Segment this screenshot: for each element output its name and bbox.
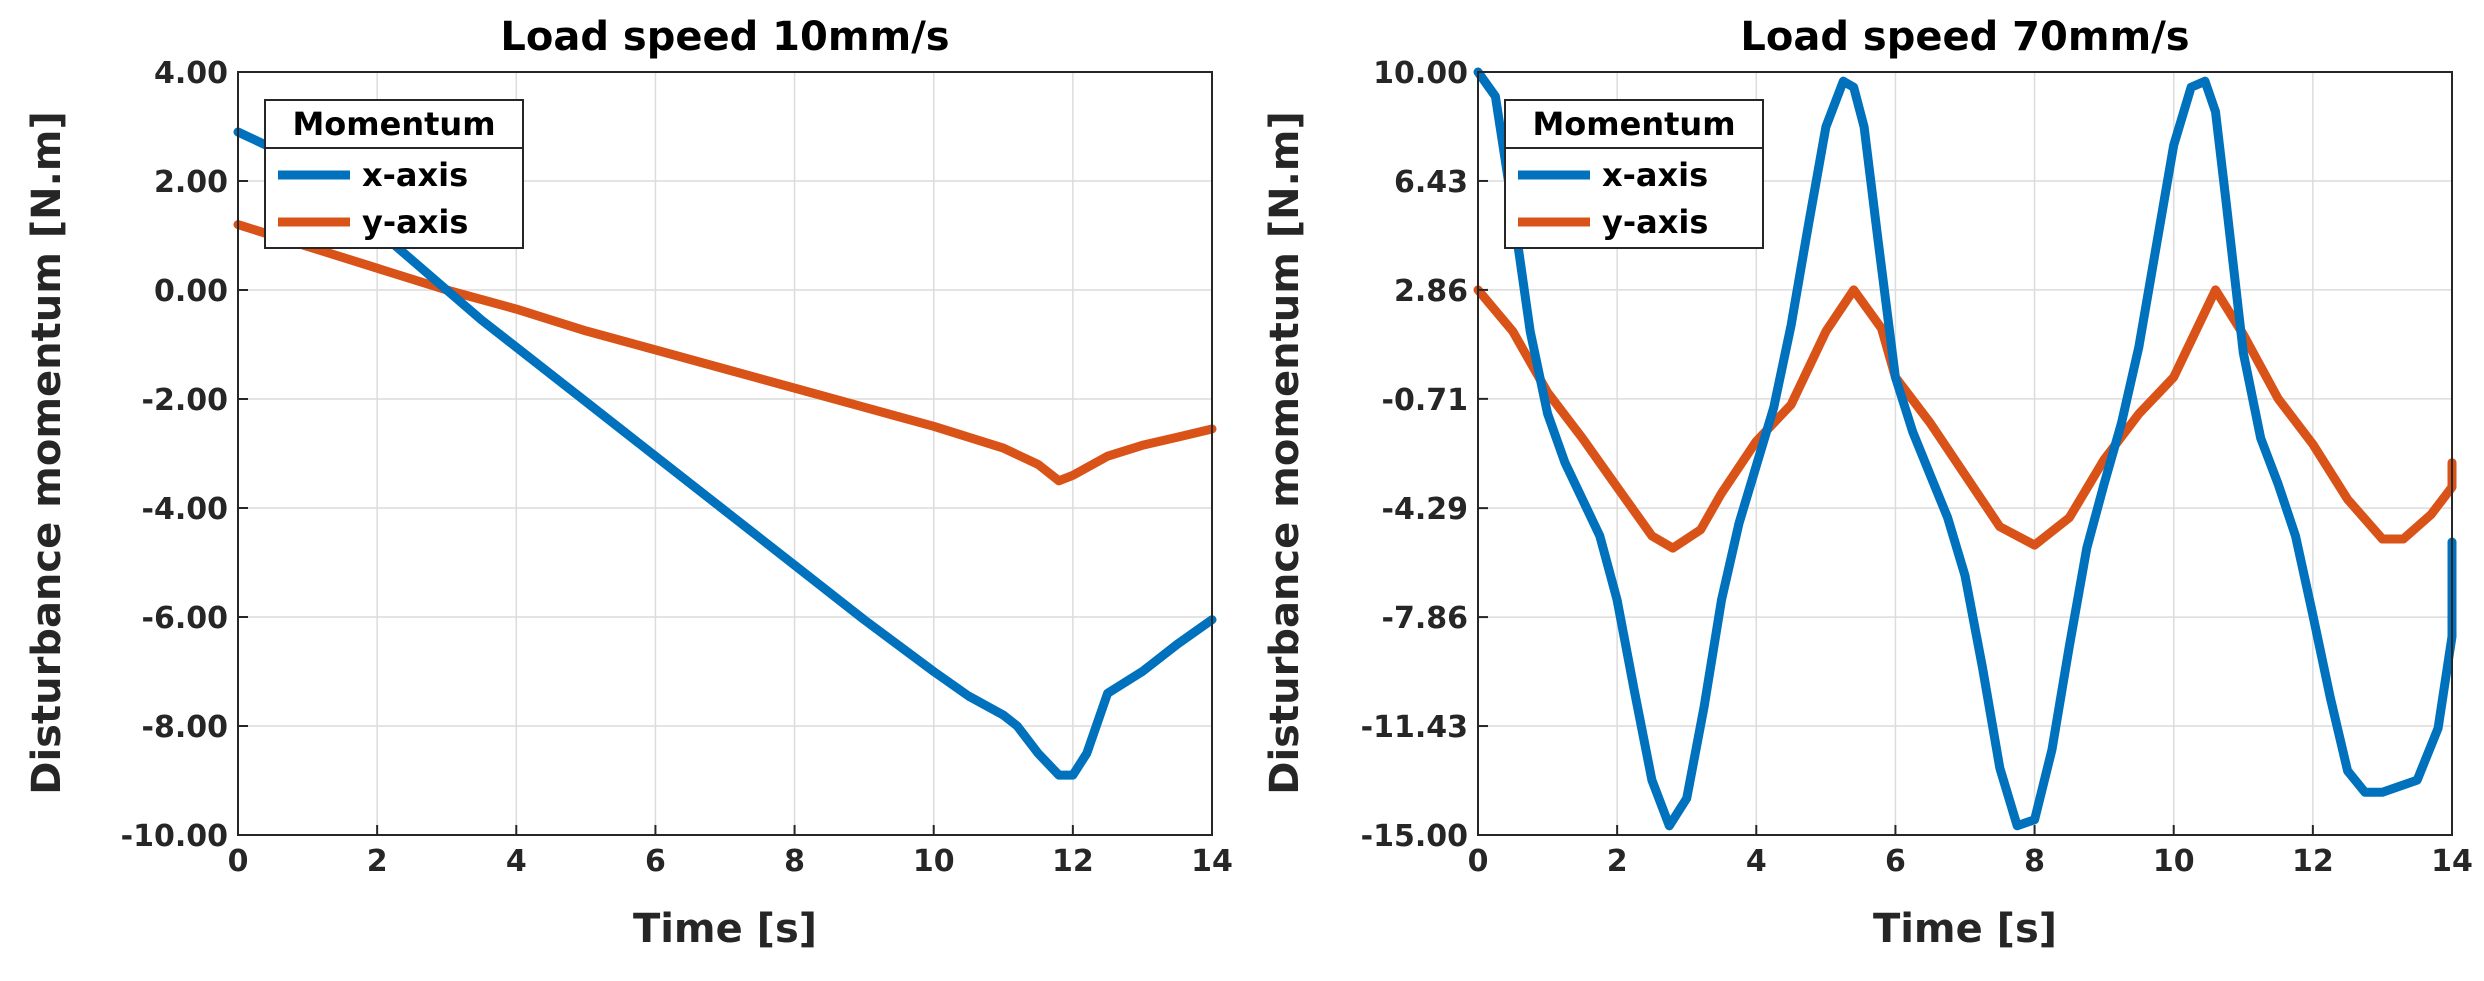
chart-title-right: Load speed 70mm/s <box>1740 14 2189 60</box>
x-tick-label: 2 <box>1607 844 1628 879</box>
x-tick-label: 4 <box>506 844 527 879</box>
x-tick-label: 6 <box>1885 844 1906 879</box>
y-tick-label: 6.43 <box>1394 165 1468 200</box>
x-tick-label: 4 <box>1746 844 1767 879</box>
x-tick-label: 10 <box>913 844 955 879</box>
legend-label-y-left: y-axis <box>362 203 468 241</box>
y-tick-label: -4.29 <box>1382 492 1468 527</box>
y-axis-label-right: Disturbance momentum [N.m] <box>1262 111 1308 794</box>
plot-frame-left <box>237 71 1213 836</box>
y-tick-label: 4.00 <box>154 56 228 91</box>
y-tick-label: -15.00 <box>1361 819 1468 854</box>
legend-title-right: Momentum <box>1532 105 1735 143</box>
chart-left: 0 2 4 6 8 10 12 14 4.00 2.00 0.00 -2.00 -4.00 -6.00 -8… <box>24 14 1233 952</box>
series-line-y-axis-left <box>233 220 1217 486</box>
series-line-y-axis-right <box>1473 285 2457 553</box>
y-tick-label: 2.00 <box>154 165 228 200</box>
y-tick-label: -2.00 <box>142 383 228 418</box>
x-tick-label: 8 <box>784 844 805 879</box>
x-axis-label-left: Time [s] <box>633 906 817 952</box>
x-tick-label: 10 <box>2153 844 2195 879</box>
y-tick-label: -7.86 <box>1382 601 1468 636</box>
x-tick-label: 0 <box>1468 844 1489 879</box>
x-tick-label: 12 <box>2292 844 2334 879</box>
x-tick-label: 8 <box>2024 844 2045 879</box>
x-tick-label: 2 <box>367 844 388 879</box>
y-tick-label: -0.71 <box>1382 383 1468 418</box>
x-tick-label: 14 <box>1191 844 1233 879</box>
y-tick-label: 0.00 <box>154 274 228 309</box>
x-tick-label: 0 <box>228 844 249 879</box>
series-group-right <box>1473 67 2457 831</box>
y-tick-label: -11.43 <box>1361 710 1468 745</box>
y-tick-label: 2.86 <box>1394 274 1468 309</box>
plot-frame-right <box>1477 71 2453 836</box>
ticks-left: 0 2 4 6 8 10 12 14 4.00 2.00 0.00 -2.00 -4.00 -6.00 -8… <box>121 56 1233 879</box>
series-line-x-axis-right <box>1473 67 2457 831</box>
y-axis-label-left: Disturbance momentum [N.m] <box>24 111 70 794</box>
chart-right: 0 2 4 6 8 10 12 14 10.00 6.43 2.86 -0.71 -4.29 -7.86 -… <box>1262 14 2473 952</box>
y-tick-label: -10.00 <box>121 819 228 854</box>
x-tick-label: 6 <box>645 844 666 879</box>
legend-label-x-left: x-axis <box>362 156 468 194</box>
ticks-right: 0 2 4 6 8 10 12 14 10.00 6.43 2.86 -0.71 -4.29 -7.86 -… <box>1361 56 2473 879</box>
legend-label-x-right: x-axis <box>1602 156 1708 194</box>
x-axis-label-right: Time [s] <box>1873 906 2057 952</box>
legend-title-left: Momentum <box>292 105 495 143</box>
x-tick-label: 14 <box>2431 844 2473 879</box>
x-tick-label: 12 <box>1052 844 1094 879</box>
chart-title-left: Load speed 10mm/s <box>500 14 949 60</box>
y-tick-label: -8.00 <box>142 710 228 745</box>
legend-left: Momentum x-axis y-axis <box>264 99 524 249</box>
y-tick-label: -6.00 <box>142 601 228 636</box>
legend-right: Momentum x-axis y-axis <box>1504 99 1764 249</box>
legend-label-y-right: y-axis <box>1602 203 1708 241</box>
y-tick-label: 10.00 <box>1373 56 1468 91</box>
y-tick-label: -4.00 <box>142 492 228 527</box>
